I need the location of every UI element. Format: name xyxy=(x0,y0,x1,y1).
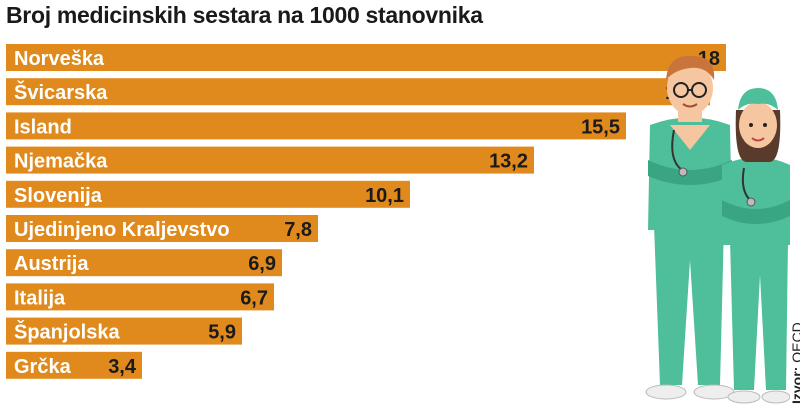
source-note: Izvor: OECD xyxy=(789,322,800,404)
category-label: Norveška xyxy=(14,48,105,70)
value-label: 7,8 xyxy=(284,219,312,241)
nurses-illustration xyxy=(645,55,790,404)
value-label: 5,9 xyxy=(208,322,236,344)
female-nurse-figure xyxy=(722,88,790,404)
bar xyxy=(6,180,410,208)
bar xyxy=(6,78,710,106)
bar xyxy=(6,44,726,71)
category-label: Island xyxy=(14,116,72,138)
chart-title: Broj medicinskih sestara na 1000 stanovn… xyxy=(6,2,483,28)
value-label: 6,7 xyxy=(240,287,268,309)
bar xyxy=(6,112,626,140)
source-prefix: Izvor: xyxy=(789,366,800,404)
category-label: Ujedinjeno Kraljevstvo xyxy=(14,219,230,241)
category-label: Njemačka xyxy=(14,151,108,173)
category-label: Italija xyxy=(14,287,66,309)
category-label: Grčka xyxy=(14,356,72,378)
bar xyxy=(6,249,282,277)
source-name: OECD xyxy=(789,322,800,363)
value-label: 3,4 xyxy=(108,356,137,378)
category-label: Španjolska xyxy=(14,320,120,344)
bar xyxy=(6,215,318,242)
value-label: 15,5 xyxy=(581,116,620,138)
male-nurse-figure xyxy=(645,55,735,400)
value-label: 10,1 xyxy=(365,185,404,207)
category-label: Austrija xyxy=(14,253,89,275)
bar xyxy=(6,351,142,379)
value-label: 13,2 xyxy=(489,151,528,173)
value-label: 6,9 xyxy=(248,253,276,275)
bar xyxy=(6,146,534,174)
bar xyxy=(6,317,242,345)
category-label: Švicarska xyxy=(14,80,108,104)
category-label: Slovenija xyxy=(14,185,103,207)
bar xyxy=(6,283,274,311)
